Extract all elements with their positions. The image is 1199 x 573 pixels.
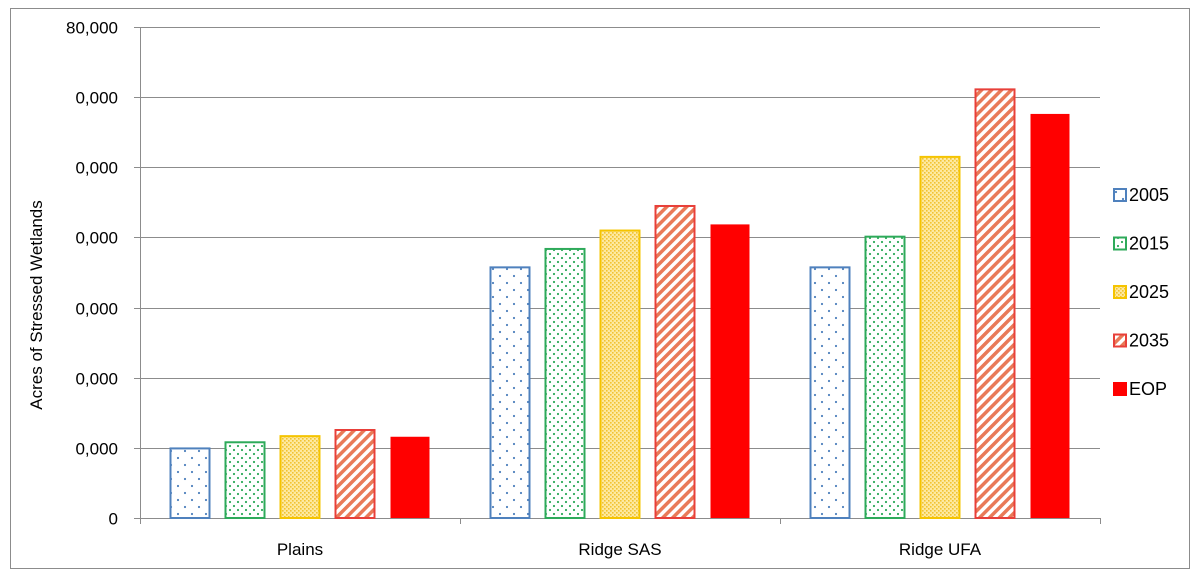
- y-tick-label: 0,000: [75, 370, 118, 389]
- y-tick-label: 80,000: [66, 19, 118, 38]
- legend-swatch-eop: [1113, 382, 1127, 396]
- bar-2005-ridge-ufa: [809, 266, 851, 519]
- bar-2025-plains: [279, 435, 321, 519]
- legend-swatch-2035: [1113, 333, 1127, 348]
- legend-label-2005: 2005: [1129, 185, 1169, 205]
- legend-label-2025: 2025: [1129, 282, 1169, 302]
- bar-eop-ridge-ufa: [1030, 113, 1070, 519]
- bar-eop-ridge-sas: [710, 224, 750, 518]
- bar-2025-ridge-ufa: [919, 155, 961, 519]
- x-tick-label: Plains: [277, 540, 323, 559]
- y-tick-label: 0,000: [75, 440, 118, 459]
- legend-swatch-2005: [1113, 188, 1127, 202]
- legend: 2005 2015 2025 2035 EOP: [1113, 185, 1169, 399]
- bar-2035-plains: [334, 429, 376, 520]
- legend-label-2015: 2015: [1129, 234, 1169, 254]
- y-tick-label: 0,000: [75, 300, 118, 319]
- x-tick-label: Ridge UFA: [899, 540, 982, 559]
- x-tick-label: Ridge SAS: [578, 540, 661, 559]
- y-tick-label: 0,000: [75, 89, 118, 108]
- legend-swatch-2015: [1113, 236, 1127, 251]
- bar-2025-ridge-sas: [599, 229, 641, 519]
- bar-eop-plains: [390, 436, 430, 518]
- y-tick-labels: 0 0,000 0,000 0,000 0,000 0,000 0,000 80,000: [66, 19, 118, 529]
- bar-2035-ridge-sas: [654, 204, 696, 520]
- bar-2015-plains: [224, 441, 266, 519]
- y-tick-label: 0,000: [75, 229, 118, 248]
- bars: [169, 88, 1070, 520]
- y-tick-label: 0: [109, 510, 118, 529]
- y-tick-label: 0,000: [75, 159, 118, 178]
- y-axis-title: Acres of Stressed Wetlands: [27, 200, 46, 409]
- bar-2005-ridge-sas: [489, 266, 531, 519]
- bar-2005-plains: [169, 447, 211, 520]
- chart-frame: [10, 8, 1190, 569]
- legend-label-2035: 2035: [1129, 331, 1169, 351]
- legend-label-eop: EOP: [1129, 379, 1167, 399]
- x-tick-labels: Plains Ridge SAS Ridge UFA: [277, 540, 982, 559]
- bar-2015-ridge-ufa: [864, 235, 906, 520]
- bar-2035-ridge-ufa: [974, 88, 1016, 519]
- bar-2015-ridge-sas: [544, 247, 586, 519]
- legend-swatch-2025: [1113, 285, 1127, 299]
